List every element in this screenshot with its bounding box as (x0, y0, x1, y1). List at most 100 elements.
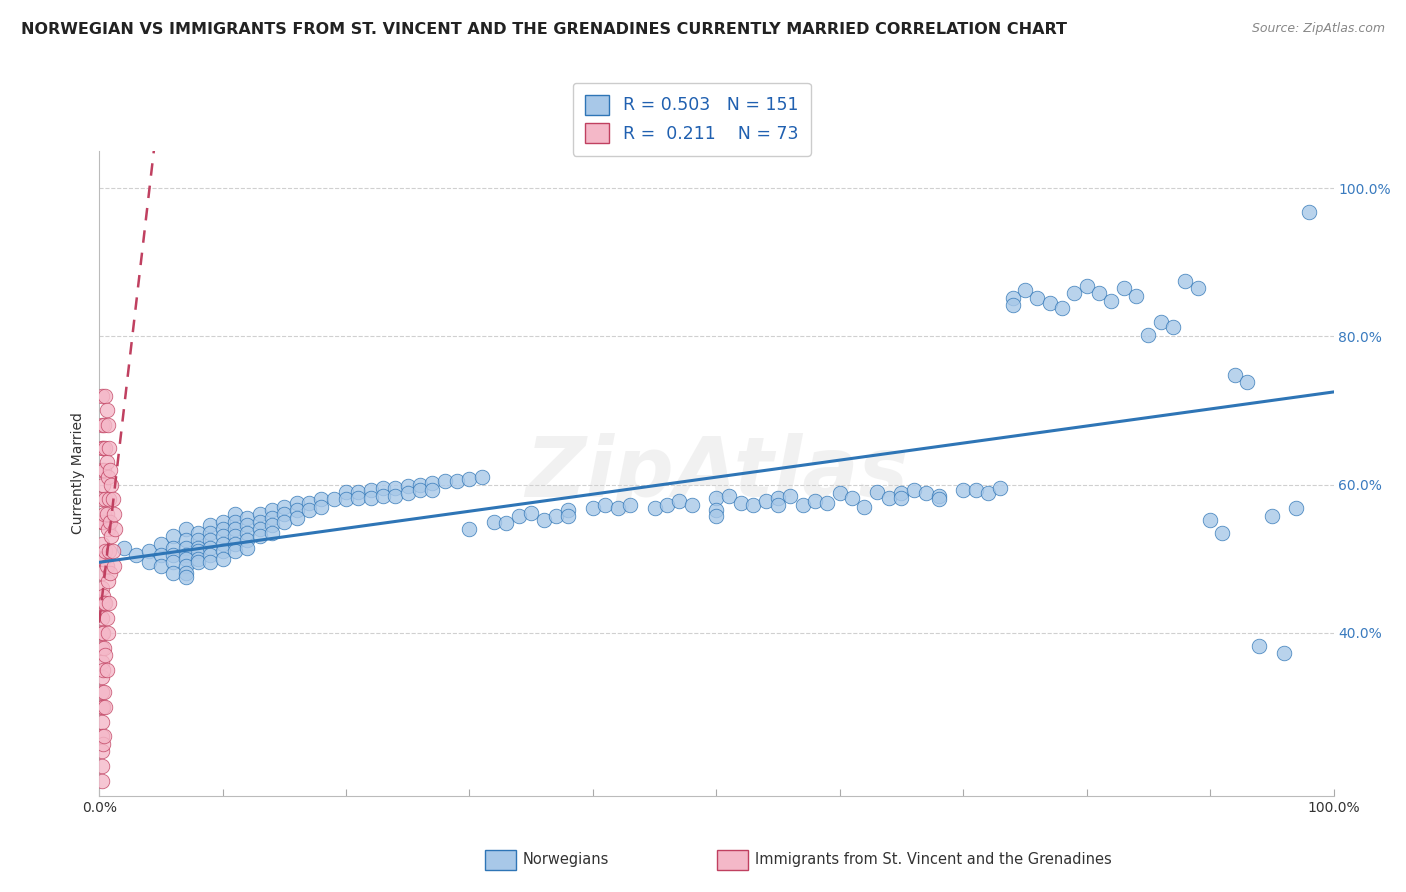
Point (174, 548, 197, 562)
Point (90, 596, 112, 610)
Point (260, 503, 283, 517)
Point (93, 685, 115, 699)
Point (285, 511, 308, 525)
Point (138, 544, 160, 558)
Point (236, 525, 259, 540)
Point (260, 511, 283, 525)
Point (224, 544, 246, 558)
Point (187, 544, 209, 558)
Point (928, 489, 950, 503)
Point (224, 515, 246, 529)
Point (93, 730, 115, 744)
Point (162, 555, 184, 569)
Point (1261, 508, 1284, 523)
Point (1026, 291, 1049, 305)
Point (96, 559, 118, 574)
Point (335, 485, 357, 500)
Point (730, 496, 752, 510)
Point (211, 537, 233, 551)
Text: NORWEGIAN VS IMMIGRANTS FROM ST. VINCENT AND THE GRENADINES CURRENTLY MARRIED CO: NORWEGIAN VS IMMIGRANTS FROM ST. VINCENT… (21, 22, 1067, 37)
Point (903, 483, 925, 498)
Point (384, 481, 406, 495)
Point (174, 566, 197, 581)
Point (915, 486, 938, 500)
Point (347, 485, 370, 500)
Point (557, 508, 579, 523)
Point (98, 596, 121, 610)
Point (1125, 288, 1147, 302)
Point (273, 507, 295, 521)
Point (866, 485, 889, 500)
Point (704, 491, 727, 505)
Point (101, 544, 124, 558)
Point (1249, 639, 1271, 653)
Point (1001, 291, 1024, 305)
Point (249, 507, 271, 521)
Point (103, 559, 125, 574)
Text: Norwegians: Norwegians (523, 852, 609, 867)
Point (103, 507, 125, 521)
Point (91, 589, 114, 603)
Point (508, 508, 530, 523)
Text: Source: ZipAtlas.com: Source: ZipAtlas.com (1251, 22, 1385, 36)
Point (704, 508, 727, 523)
Point (1285, 501, 1308, 516)
Point (101, 492, 124, 507)
Point (90, 670, 112, 684)
Point (1187, 281, 1209, 295)
Point (96, 403, 118, 417)
Text: ZipAtlas: ZipAtlas (524, 433, 908, 514)
Point (471, 470, 494, 484)
Point (90, 418, 112, 433)
Point (94, 699, 117, 714)
Point (90, 744, 112, 758)
Point (211, 529, 233, 543)
Point (544, 508, 567, 523)
Point (162, 529, 184, 543)
Point (1088, 286, 1111, 301)
Point (458, 472, 481, 486)
Point (97, 625, 120, 640)
Point (200, 541, 222, 555)
Point (828, 486, 851, 500)
Point (174, 533, 197, 548)
Point (260, 518, 283, 533)
Point (273, 515, 295, 529)
Point (520, 506, 543, 520)
Point (200, 518, 222, 533)
Point (593, 498, 616, 512)
Point (977, 486, 1000, 500)
Point (766, 498, 789, 512)
Point (93, 463, 115, 477)
Point (162, 548, 184, 562)
Point (815, 496, 838, 510)
Point (1112, 281, 1135, 295)
Y-axis label: Currently Married: Currently Married (72, 412, 86, 534)
Point (681, 498, 703, 512)
Point (96, 663, 118, 677)
Point (1211, 525, 1233, 540)
Point (952, 483, 974, 498)
Point (1223, 368, 1246, 382)
Point (409, 483, 432, 498)
Point (187, 533, 209, 548)
Point (90, 685, 112, 699)
Point (91, 441, 114, 455)
Point (93, 418, 115, 433)
Point (200, 533, 222, 548)
Point (187, 551, 209, 566)
Point (91, 477, 114, 491)
Point (174, 551, 197, 566)
Point (1014, 284, 1036, 298)
Point (90, 773, 112, 788)
Point (93, 596, 115, 610)
Point (1199, 513, 1222, 527)
Point (224, 537, 246, 551)
Point (396, 486, 419, 500)
Point (1050, 301, 1073, 316)
Point (90, 714, 112, 729)
Point (96, 507, 118, 521)
Point (149, 559, 172, 574)
Point (90, 566, 112, 581)
Point (97, 522, 120, 536)
